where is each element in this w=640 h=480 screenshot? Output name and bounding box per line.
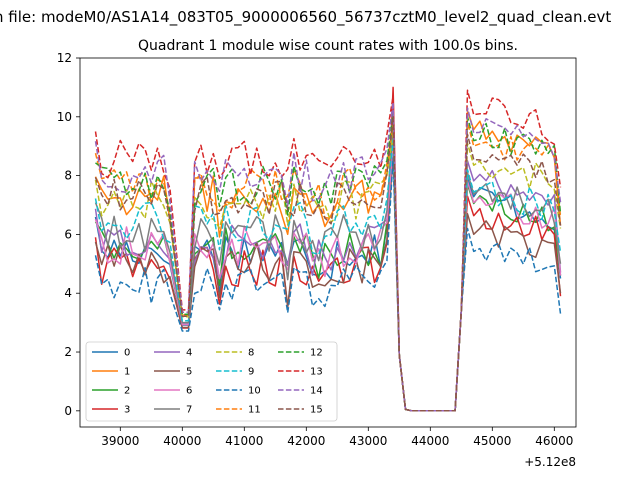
legend-label-1: 1 xyxy=(124,367,130,378)
x-axis: 39000 40000 41000 42000 43000 44000 45000 46000 xyxy=(101,427,573,448)
legend-label-15: 15 xyxy=(310,405,323,416)
legend-label-0: 0 xyxy=(124,348,130,359)
legend-label-8: 8 xyxy=(248,348,254,359)
legend-label-12: 12 xyxy=(310,348,323,359)
x-tick-label: 45000 xyxy=(473,434,511,448)
legend-label-6: 6 xyxy=(186,386,192,397)
series-line-6 xyxy=(94,145,562,412)
x-tick-label: 40000 xyxy=(163,434,201,448)
legend-label-4: 4 xyxy=(186,348,192,359)
legend-label-11: 11 xyxy=(248,405,261,416)
series-line-5 xyxy=(94,154,562,412)
x-tick-label: 46000 xyxy=(535,434,573,448)
y-tick-label: 2 xyxy=(64,345,72,359)
figure-suptitle: n file: modeM0/AS1A14_083T05_9000006560_… xyxy=(0,8,611,27)
series-line-12 xyxy=(95,113,562,412)
series-line-10 xyxy=(94,157,562,412)
y-tick-label: 8 xyxy=(64,169,72,183)
axes-frame xyxy=(79,57,577,428)
x-tick-label: 39000 xyxy=(101,434,139,448)
legend-label-3: 3 xyxy=(124,405,130,416)
y-tick-label: 4 xyxy=(64,286,72,300)
x-tick-label: 42000 xyxy=(287,434,325,448)
legend-label-14: 14 xyxy=(310,386,323,397)
y-tick-label: 12 xyxy=(57,51,72,65)
y-axis: 0 2 4 6 8 10 12 xyxy=(57,51,80,418)
x-tick-label: 44000 xyxy=(411,434,449,448)
series-line-9 xyxy=(94,139,562,412)
y-tick-label: 6 xyxy=(64,227,72,241)
chart-title: Quadrant 1 module wise count rates with … xyxy=(138,38,518,54)
legend-label-9: 9 xyxy=(248,367,254,378)
series-line-14 xyxy=(94,101,562,412)
legend-label-13: 13 xyxy=(310,367,323,378)
legend-label-5: 5 xyxy=(186,367,192,378)
y-tick-label: 0 xyxy=(64,404,72,418)
y-tick-label: 10 xyxy=(57,110,72,124)
x-offset-label: +5.12e8 xyxy=(524,455,576,469)
legend-label-10: 10 xyxy=(248,386,261,397)
legend-box xyxy=(85,341,338,422)
x-tick-label: 43000 xyxy=(349,434,387,448)
legend-label-2: 2 xyxy=(124,386,130,397)
plot-area xyxy=(94,86,562,412)
legend-label-7: 7 xyxy=(186,405,192,416)
x-tick-label: 41000 xyxy=(225,434,263,448)
